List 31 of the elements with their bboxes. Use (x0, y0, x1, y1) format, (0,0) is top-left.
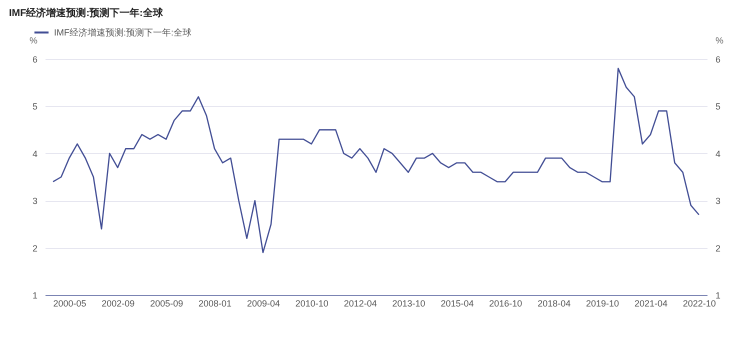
y-tick-label: 3 (32, 196, 38, 206)
y-axis-title: % (29, 36, 38, 46)
y2-tick-label: 3 (716, 196, 721, 206)
y2-tick-label: 1 (716, 290, 721, 300)
x-tick-label: 2018-04 (538, 298, 571, 308)
y-tick-label: 5 (32, 102, 38, 112)
x-tick-label: 2005-09 (150, 298, 184, 308)
x-tick-label: 2016-10 (489, 298, 522, 308)
y2-tick-label: 6 (716, 54, 721, 64)
legend-label: IMF经济增速预测:预测下一年:全球 (54, 28, 192, 38)
x-tick-label: 2010-10 (295, 298, 328, 308)
x-tick-label: 2002-09 (102, 298, 135, 308)
x-tick-label: 2019-10 (586, 298, 620, 308)
y2-tick-label: 5 (716, 102, 721, 112)
y-tick-label: 1 (32, 290, 38, 300)
y2-tick-label: 2 (716, 243, 721, 254)
y-tick-label: 6 (32, 54, 38, 64)
y-tick-label: 2 (32, 243, 38, 254)
x-tick-label: 2021-04 (634, 298, 668, 308)
y2-tick-label: 4 (716, 148, 721, 159)
x-tick-label: 2015-04 (440, 298, 474, 308)
x-tick-label: 2008-01 (198, 298, 232, 308)
chart-title: IMF经济增速预测:预测下一年:全球 (9, 6, 163, 20)
x-tick-label: 2022-10 (682, 298, 716, 308)
y2-axis-title: % (715, 36, 724, 46)
x-tick-label: 2013-10 (392, 298, 426, 308)
y-tick-label: 4 (32, 148, 38, 159)
x-tick-label: 2009-04 (246, 298, 280, 308)
x-tick-label: 2012-04 (344, 298, 377, 308)
x-tick-label: 2000-05 (53, 298, 86, 308)
line-series (52, 68, 700, 254)
